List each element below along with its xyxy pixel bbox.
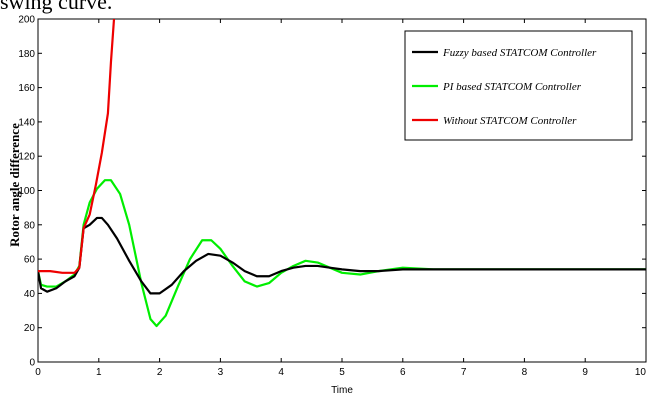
x-tick-label: 0 xyxy=(35,367,41,378)
legend-label: PI based STATCOM Controller xyxy=(442,81,582,93)
x-tick-label: 5 xyxy=(339,367,345,378)
legend-box xyxy=(404,30,633,141)
y-tick-label: 200 xyxy=(18,15,35,26)
y-tick-label: 100 xyxy=(18,186,35,197)
y-tick-label: 180 xyxy=(18,49,35,60)
legend-label: Without STATCOM Controller xyxy=(443,115,577,127)
x-tick-label: 2 xyxy=(157,367,163,378)
x-tick-label: 10 xyxy=(635,367,647,378)
y-tick-label: 40 xyxy=(24,289,36,300)
y-axis-ticks: 0 20 40 60 80 100 120 140 160 180 200 xyxy=(18,15,646,369)
x-tick-label: 8 xyxy=(522,367,528,378)
x-tick-label: 4 xyxy=(278,367,284,378)
series-lines xyxy=(38,19,646,328)
y-tick-label: 80 xyxy=(24,220,36,231)
x-tick-label: 1 xyxy=(96,367,102,378)
x-tick-label: 3 xyxy=(218,367,224,378)
x-axis-title: Time xyxy=(331,385,353,394)
x-tick-label: 6 xyxy=(400,367,406,378)
caption-text: swing curve. xyxy=(0,0,113,14)
y-tick-label: 160 xyxy=(18,83,35,94)
x-axis-ticks: 0 1 2 3 4 5 6 7 8 9 10 xyxy=(35,19,647,378)
y-tick-label: 60 xyxy=(24,255,36,266)
y-tick-label: 20 xyxy=(24,323,36,334)
x-tick-label: 7 xyxy=(461,367,467,378)
y-axis-title: Rotor angle difference xyxy=(7,123,22,247)
x-tick-label: 9 xyxy=(582,367,588,378)
legend-label: Fuzzy based STATCOM Controller xyxy=(442,47,597,59)
y-tick-label: 120 xyxy=(18,152,35,163)
y-tick-label: 0 xyxy=(29,358,35,369)
y-tick-label: 140 xyxy=(18,117,35,128)
series-line-2 xyxy=(38,19,116,274)
legend: Fuzzy based STATCOM Controller PI based S… xyxy=(404,30,633,141)
